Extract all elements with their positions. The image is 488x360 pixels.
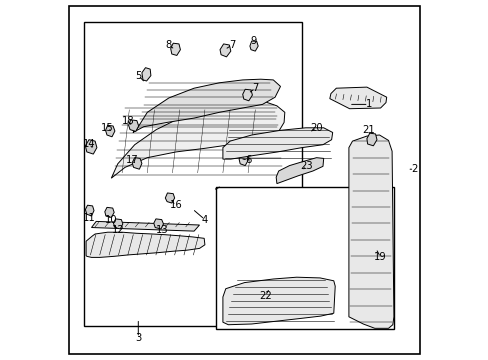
Polygon shape [86,232,204,257]
Text: 7: 7 [228,40,235,50]
Bar [84,22,302,326]
Polygon shape [329,87,386,109]
Text: 21: 21 [362,125,374,135]
Polygon shape [132,158,142,169]
Polygon shape [91,221,199,231]
Polygon shape [113,219,122,229]
Polygon shape [242,89,252,101]
Polygon shape [142,68,151,81]
Text: 14: 14 [82,139,95,149]
Text: 7: 7 [252,83,258,93]
Polygon shape [276,158,323,184]
Text: 13: 13 [155,225,168,235]
Polygon shape [366,133,376,146]
Polygon shape [348,135,393,328]
Text: 1: 1 [365,99,371,109]
Text: 16: 16 [169,200,182,210]
Text: 2: 2 [410,164,417,174]
Polygon shape [104,207,114,217]
Text: 10: 10 [105,215,118,225]
Polygon shape [111,101,284,178]
Text: 8: 8 [165,40,172,50]
Text: 5: 5 [135,71,141,81]
Polygon shape [223,277,335,325]
Text: 4: 4 [202,215,207,225]
Text: 6: 6 [244,155,251,165]
Text: 20: 20 [309,123,322,133]
Polygon shape [223,128,332,159]
Text: 9: 9 [250,36,256,46]
Polygon shape [153,219,163,229]
Text: 15: 15 [101,123,114,133]
Text: 23: 23 [300,161,312,171]
Polygon shape [170,43,180,55]
Text: 22: 22 [259,291,271,301]
Polygon shape [165,193,174,203]
Text: 18: 18 [122,116,135,126]
Polygon shape [85,140,97,154]
Polygon shape [133,79,280,132]
Text: 11: 11 [82,213,95,223]
Polygon shape [85,205,94,216]
Text: 3: 3 [135,333,141,343]
Polygon shape [220,44,230,57]
Polygon shape [239,153,248,166]
Text: 17: 17 [125,155,138,165]
Bar [215,187,393,329]
Polygon shape [105,125,115,137]
Text: 12: 12 [111,225,124,235]
Polygon shape [128,120,139,131]
Text: 19: 19 [373,252,386,262]
Polygon shape [249,41,258,51]
